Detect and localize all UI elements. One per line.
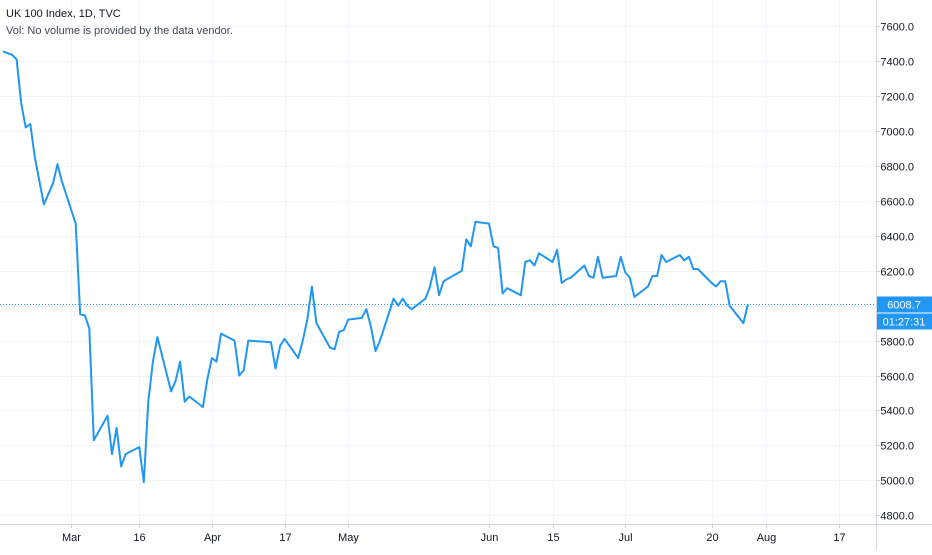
x-tick-label: Aug bbox=[757, 532, 777, 544]
y-tick-label: 4800.0 bbox=[880, 511, 914, 523]
x-tick-label: Jul bbox=[618, 532, 632, 544]
x-tick-label: 17 bbox=[279, 532, 291, 544]
x-tick-label: Apr bbox=[204, 532, 221, 544]
y-tick-label: 7400.0 bbox=[880, 57, 914, 69]
y-tick-label: 5800.0 bbox=[880, 337, 914, 349]
series-line bbox=[3, 52, 748, 483]
last-price-label: 6008.7 bbox=[887, 300, 921, 312]
chart-legend: UK 100 Index, 1D, TVC Vol: No volume is … bbox=[6, 6, 233, 40]
grid bbox=[0, 0, 876, 524]
y-tick-label: 5000.0 bbox=[880, 476, 914, 488]
x-tick-label: May bbox=[338, 532, 359, 544]
x-tick-label: 15 bbox=[547, 532, 559, 544]
x-tick-label: Jun bbox=[481, 532, 499, 544]
price-axis[interactable]: 4800.05000.05200.05400.05600.05800.06000… bbox=[876, 22, 914, 523]
x-tick-label: 20 bbox=[706, 532, 718, 544]
bar-countdown-label: 01:27:31 bbox=[883, 317, 926, 329]
symbol-title[interactable]: UK 100 Index, 1D, TVC bbox=[6, 6, 233, 23]
y-tick-label: 6600.0 bbox=[880, 197, 914, 209]
y-tick-label: 5600.0 bbox=[880, 372, 914, 384]
y-tick-label: 5400.0 bbox=[880, 406, 914, 418]
y-tick-label: 6800.0 bbox=[880, 162, 914, 174]
time-axis[interactable]: Mar 16 Apr 17 May Jun 15 Jul 20 Aug 17 bbox=[62, 524, 846, 544]
y-tick-label: 7200.0 bbox=[880, 92, 914, 104]
y-tick-label: 5200.0 bbox=[880, 441, 914, 453]
x-tick-label: Mar bbox=[62, 532, 81, 544]
x-tick-label: 17 bbox=[833, 532, 845, 544]
y-tick-label: 7600.0 bbox=[880, 22, 914, 34]
x-tick-label: 16 bbox=[133, 532, 145, 544]
y-tick-label: 7000.0 bbox=[880, 127, 914, 139]
y-tick-label: 6400.0 bbox=[880, 232, 914, 244]
y-tick-label: 6200.0 bbox=[880, 267, 914, 279]
price-series bbox=[3, 51, 748, 482]
volume-note: Vol: No volume is provided by the data v… bbox=[6, 23, 233, 40]
